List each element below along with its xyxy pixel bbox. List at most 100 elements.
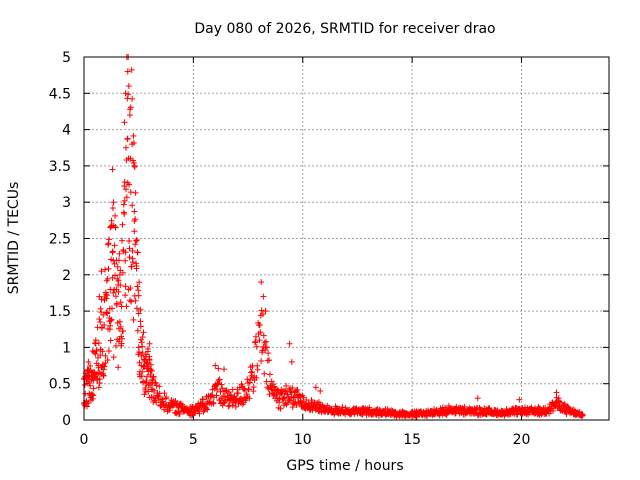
data-point: [126, 254, 133, 261]
data-point: [514, 411, 521, 418]
data-point: [122, 292, 129, 299]
data-point: [232, 403, 239, 410]
data-point: [92, 337, 99, 344]
data-point: [117, 323, 124, 330]
data-point: [109, 205, 116, 212]
data-points: [81, 54, 586, 420]
data-point: [273, 391, 280, 398]
data-point: [244, 376, 251, 383]
data-point: [95, 384, 102, 391]
data-point: [115, 364, 122, 371]
y-tick-label: 4: [62, 123, 71, 139]
data-point: [119, 269, 126, 276]
data-point: [254, 366, 261, 373]
data-point: [109, 166, 116, 173]
data-point: [101, 363, 108, 370]
data-point: [125, 83, 132, 90]
data-point: [111, 242, 118, 249]
data-point: [134, 327, 141, 334]
data-point: [130, 316, 137, 323]
data-point: [112, 293, 119, 300]
data-point: [277, 405, 284, 412]
data-point: [242, 387, 248, 394]
y-tick-label: 2: [62, 268, 71, 284]
y-tick-label: 4.5: [49, 86, 71, 102]
data-point: [225, 388, 232, 395]
data-point: [268, 378, 275, 385]
data-point: [121, 119, 128, 126]
data-point: [263, 344, 270, 351]
data-point: [110, 354, 117, 361]
data-point: [143, 359, 150, 366]
axis-ticks: 0 0.5 1 1.5 2 2.5 3 3.5 4 4.5 5 0 5 10 15 20: [49, 50, 609, 448]
data-point: [123, 194, 130, 201]
data-point: [288, 358, 295, 365]
data-point: [89, 348, 96, 355]
x-tick-label: 0: [80, 432, 89, 448]
data-point: [116, 250, 123, 257]
data-point: [90, 385, 97, 392]
data-point: [177, 400, 184, 407]
data-point: [108, 223, 115, 230]
data-point: [561, 400, 568, 407]
data-point: [144, 360, 151, 367]
data-point: [114, 263, 121, 270]
data-point: [563, 410, 570, 417]
data-point: [151, 387, 157, 394]
data-point: [235, 390, 241, 397]
y-tick-label: 3.5: [49, 159, 71, 175]
data-point: [163, 394, 170, 401]
data-point: [102, 266, 108, 273]
data-point: [516, 396, 523, 403]
data-point: [110, 199, 117, 206]
data-point: [122, 283, 129, 290]
data-point: [212, 362, 219, 369]
data-point: [119, 237, 126, 244]
data-point: [131, 228, 138, 235]
data-point: [96, 316, 103, 323]
data-point: [124, 68, 131, 75]
data-point: [214, 380, 221, 387]
data-point: [216, 376, 223, 383]
data-point: [124, 135, 131, 142]
data-point: [192, 409, 199, 416]
data-point: [271, 383, 278, 390]
data-point: [144, 345, 151, 352]
data-point: [317, 387, 324, 394]
data-point: [109, 248, 116, 255]
data-point: [99, 348, 106, 355]
x-tick-label: 20: [513, 432, 531, 448]
data-point: [260, 332, 267, 339]
data-point: [119, 328, 126, 335]
data-point: [149, 386, 156, 393]
data-point: [101, 322, 108, 329]
data-point: [119, 335, 126, 342]
data-point: [161, 390, 168, 397]
x-tick-label: 15: [403, 432, 421, 448]
data-point: [128, 66, 135, 73]
data-point: [550, 407, 556, 414]
data-point: [553, 389, 560, 396]
data-point: [116, 318, 123, 325]
data-point: [100, 311, 107, 318]
data-point: [283, 382, 290, 389]
data-point: [249, 368, 255, 375]
data-point: [111, 260, 118, 267]
data-point: [289, 384, 296, 391]
data-point: [127, 285, 134, 292]
plot-frame: [83, 56, 610, 421]
data-point: [126, 237, 133, 244]
data-point: [256, 321, 263, 328]
data-point: [555, 395, 562, 402]
data-point: [134, 249, 141, 256]
data-point: [146, 340, 153, 347]
data-point: [107, 337, 114, 344]
data-point: [117, 282, 124, 289]
data-point: [246, 395, 253, 402]
data-point: [104, 275, 111, 282]
data-point: [85, 400, 92, 407]
data-point: [122, 90, 129, 97]
grid-lines: [84, 57, 609, 420]
data-point: [95, 370, 101, 377]
